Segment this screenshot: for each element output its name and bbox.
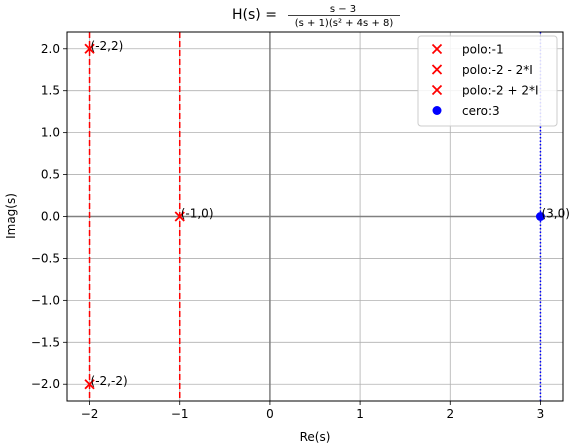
y-tick-label: 1.0 (41, 126, 60, 140)
y-tick-label: 1.5 (41, 84, 60, 98)
x-axis-label: Re(s) (300, 430, 331, 444)
y-tick-label: −1.0 (31, 293, 60, 307)
pole-marker (174, 211, 185, 222)
legend-label: polo:-1 (462, 43, 504, 57)
marker-stroke (431, 84, 443, 96)
y-tick-label: −1.5 (31, 335, 60, 349)
y-tick-label: 0.0 (41, 210, 60, 224)
y-axis-label: Imag(s) (4, 193, 18, 239)
pole-marker (84, 43, 95, 54)
y-axis-ticks: −2.0 −1.5 −1.0 −0.5 0.0 0.5 1.0 1.5 2.0 (31, 42, 67, 391)
y-tick-label: −2.0 (31, 377, 60, 391)
marker-stroke (431, 64, 443, 75)
point-annotation: (-2,2) (91, 39, 124, 53)
legend-marker (432, 106, 442, 115)
marker-stroke (431, 43, 443, 55)
x-tick-label: 1 (356, 407, 364, 421)
y-tick-label: 0.5 (41, 168, 60, 182)
legend: polo:-1 polo:-2 - 2*I polo:-2 + 2*I cero:3 (417, 35, 558, 127)
marker-stroke (84, 379, 95, 390)
chart-title-denominator: (s + 1)(s² + 4s + 8) (295, 18, 394, 29)
zero-axes (67, 32, 563, 401)
data-points (84, 43, 545, 390)
point-annotation: (-1,0) (181, 207, 214, 221)
legend-label: polo:-2 + 2*I (462, 84, 539, 98)
legend-marker (431, 64, 443, 75)
legend-items: polo:-1 polo:-2 - 2*I polo:-2 + 2*I cero:3 (431, 43, 539, 118)
legend-marker (431, 43, 443, 55)
legend-box (417, 35, 558, 127)
point-annotation: (-2,-2) (91, 374, 128, 388)
legend-marker (431, 84, 443, 96)
zero-marker (535, 212, 545, 221)
x-tick-label: −2 (81, 407, 99, 421)
legend-label: cero:3 (462, 104, 500, 118)
y-tick-label: −0.5 (31, 251, 60, 265)
chart-title-prefix: H(s) = (232, 7, 277, 23)
chart-title-numerator: s − 3 (330, 4, 356, 15)
marker-stroke (84, 43, 95, 54)
x-tick-label: 0 (266, 407, 274, 421)
chart-title: H(s) = s − 3 (s + 1)(s² + 4s + 8) (232, 4, 400, 29)
legend-label: polo:-2 - 2*I (462, 63, 533, 77)
pole-marker (84, 379, 95, 390)
marker-stroke (174, 211, 185, 222)
x-tick-label: 3 (537, 407, 545, 421)
point-annotation: (3,0) (541, 207, 569, 221)
x-tick-label: 2 (446, 407, 454, 421)
x-tick-label: −1 (171, 407, 189, 421)
x-axis-ticks: −2 −1 0 1 2 3 (81, 401, 545, 421)
y-tick-label: 2.0 (41, 42, 60, 56)
